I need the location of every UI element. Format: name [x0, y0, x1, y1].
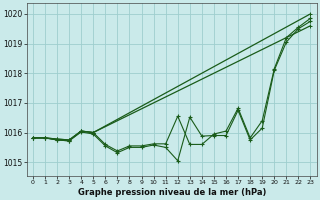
X-axis label: Graphe pression niveau de la mer (hPa): Graphe pression niveau de la mer (hPa) [77, 188, 266, 197]
